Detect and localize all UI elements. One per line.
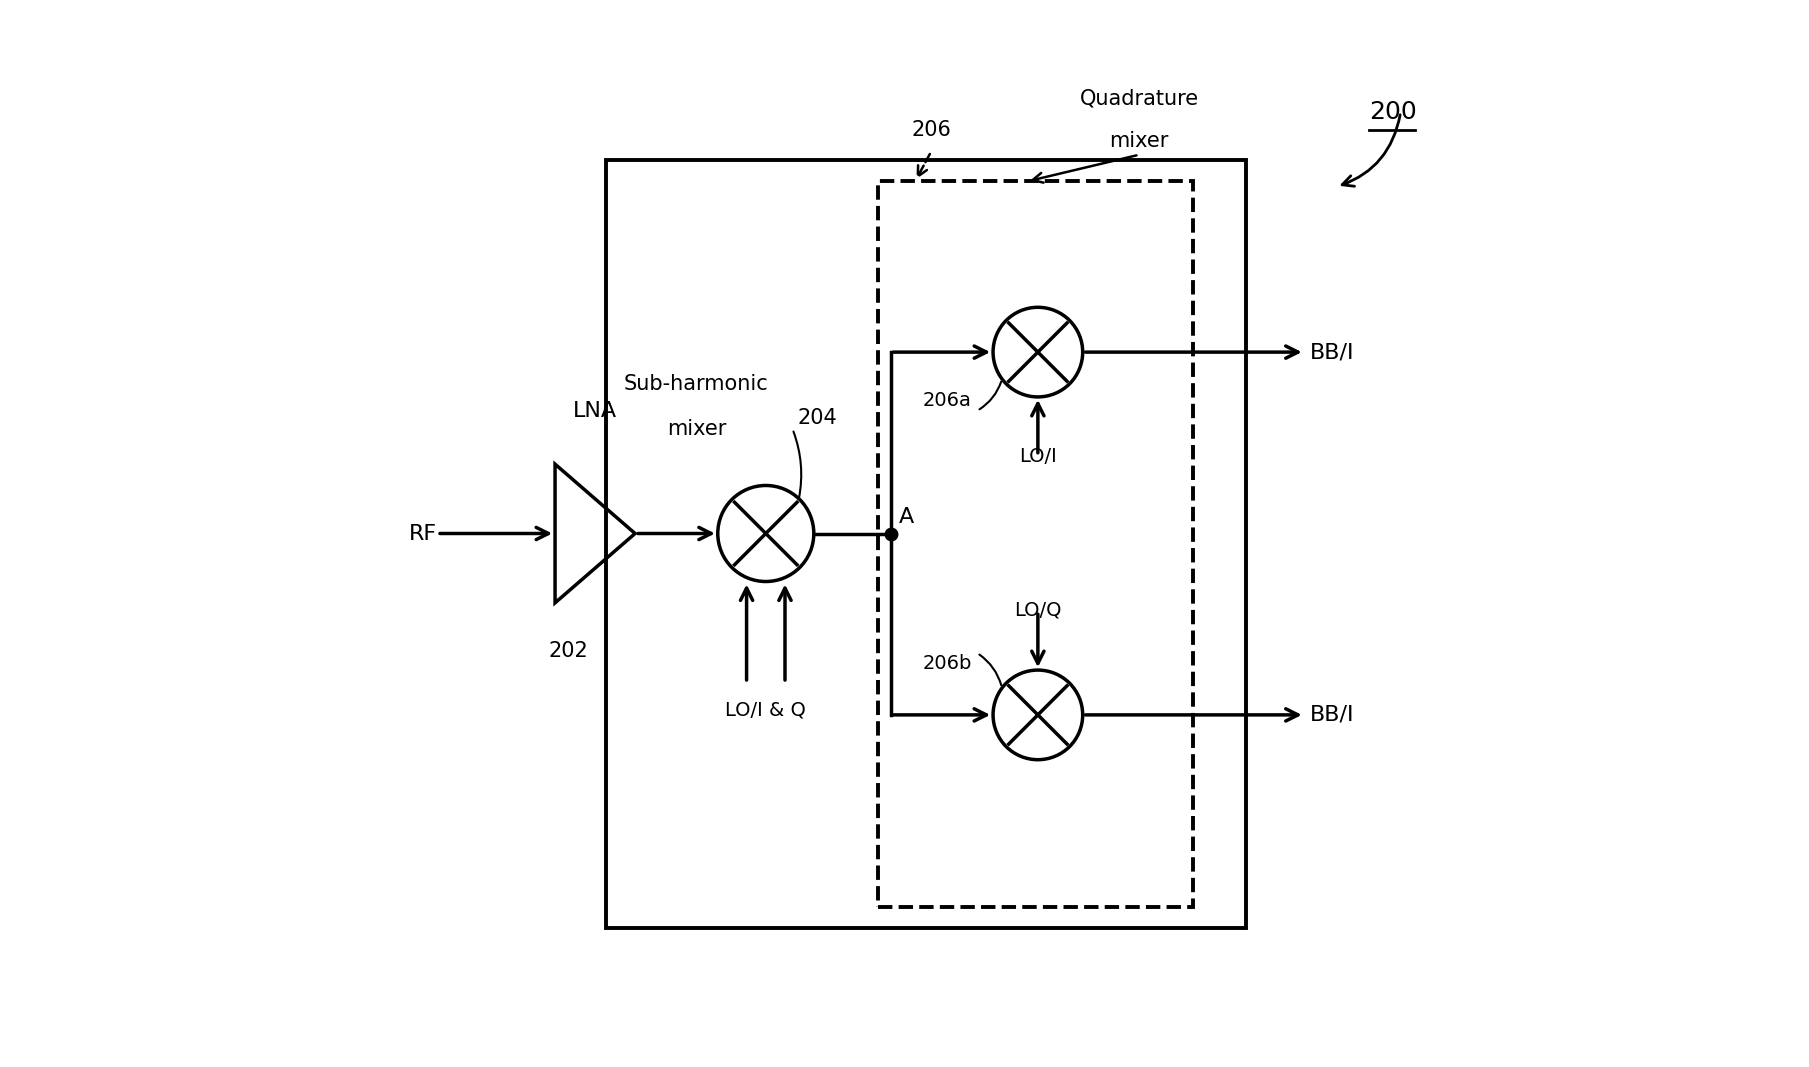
Text: RF: RF [409,524,438,543]
Text: BB/I: BB/I [1310,705,1355,724]
Text: 206a: 206a [923,391,971,410]
Text: LNA: LNA [573,401,617,420]
Text: LO/Q: LO/Q [1015,601,1062,620]
Text: A: A [899,508,914,527]
Text: 204: 204 [798,409,838,428]
Text: 206b: 206b [923,654,971,673]
Text: 206: 206 [912,121,952,140]
Bar [877,181,1192,907]
Text: LO/I & Q: LO/I & Q [725,700,807,719]
Circle shape [993,307,1084,397]
Text: 200: 200 [1369,100,1416,124]
Bar [606,160,1246,928]
Text: LO/I: LO/I [1018,447,1056,466]
Circle shape [718,485,814,582]
Text: Sub-harmonic: Sub-harmonic [624,375,769,394]
Text: mixer: mixer [1109,131,1169,150]
Text: BB/I: BB/I [1310,343,1355,362]
Circle shape [993,670,1084,760]
Text: mixer: mixer [668,419,725,439]
Text: 202: 202 [548,641,588,660]
Text: Quadrature: Quadrature [1080,89,1199,108]
